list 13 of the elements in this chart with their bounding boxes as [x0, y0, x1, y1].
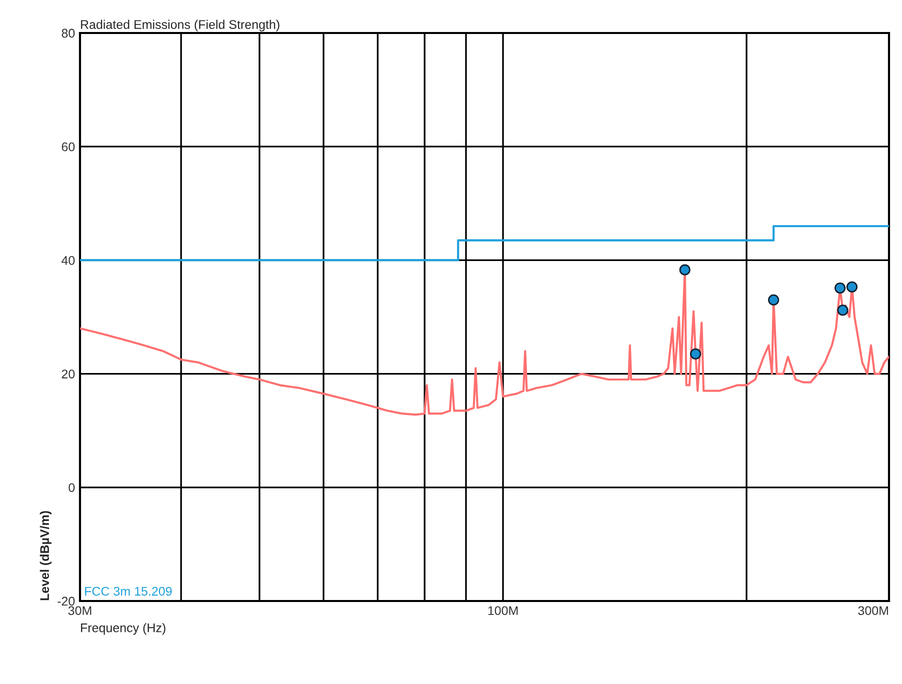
y-tick-label: 20 [62, 370, 75, 378]
x-tick-label: 100M [488, 606, 518, 616]
y-axis-title: Level (dBµV/m) [40, 511, 52, 600]
chart-title: Radiated Emissions (Field Strength) [81, 20, 280, 32]
y-tick-label: 40 [62, 256, 75, 265]
y-tick-label: 60 [62, 142, 75, 152]
y-tick-label: -20 [58, 596, 75, 606]
x-tick-label: 30M [68, 606, 92, 616]
y-tick-label: 0 [68, 483, 75, 492]
text: FCC 3m 15.209 [85, 586, 172, 596]
y-tick-label: 80 [62, 28, 75, 38]
x-axis-title: Frequency (Hz) [81, 623, 166, 635]
x-tick-label: 300M [858, 606, 888, 616]
